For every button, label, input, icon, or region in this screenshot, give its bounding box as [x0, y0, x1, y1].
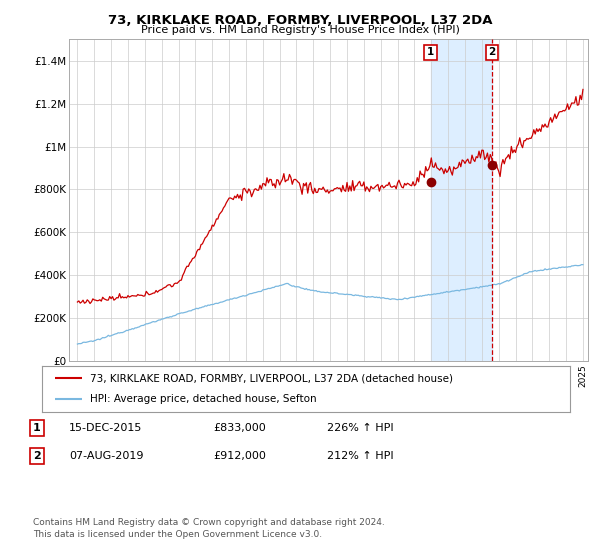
Text: 2: 2: [33, 451, 41, 461]
Text: 73, KIRKLAKE ROAD, FORMBY, LIVERPOOL, L37 2DA: 73, KIRKLAKE ROAD, FORMBY, LIVERPOOL, L3…: [108, 14, 492, 27]
Bar: [431, 39, 492, 361]
Text: 73, KIRKLAKE ROAD, FORMBY, LIVERPOOL, L37 2DA (detached house): 73, KIRKLAKE ROAD, FORMBY, LIVERPOOL, L3…: [89, 373, 452, 383]
Text: 15-DEC-2015: 15-DEC-2015: [69, 423, 142, 433]
Text: 212% ↑ HPI: 212% ↑ HPI: [327, 451, 394, 461]
Text: HPI: Average price, detached house, Sefton: HPI: Average price, detached house, Seft…: [89, 394, 316, 404]
Text: Price paid vs. HM Land Registry's House Price Index (HPI): Price paid vs. HM Land Registry's House …: [140, 25, 460, 35]
Text: Contains HM Land Registry data © Crown copyright and database right 2024.
This d: Contains HM Land Registry data © Crown c…: [33, 518, 385, 539]
Text: 226% ↑ HPI: 226% ↑ HPI: [327, 423, 394, 433]
Text: £912,000: £912,000: [213, 451, 266, 461]
Text: 1: 1: [427, 47, 434, 57]
Text: 07-AUG-2019: 07-AUG-2019: [69, 451, 143, 461]
Text: 1: 1: [33, 423, 41, 433]
Text: 2: 2: [488, 47, 496, 57]
Text: £833,000: £833,000: [213, 423, 266, 433]
